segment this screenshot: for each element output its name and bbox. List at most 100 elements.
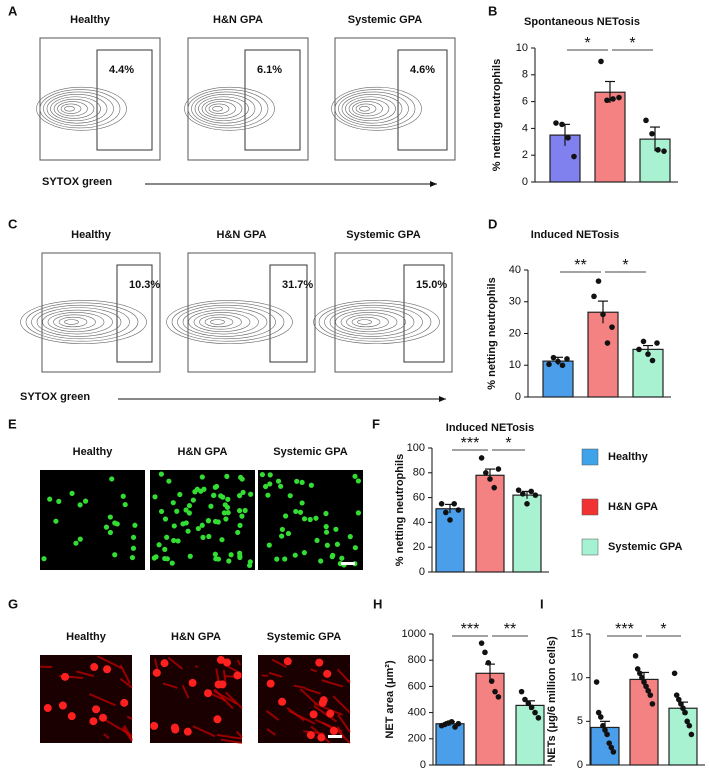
cell [301,550,307,556]
sample-title: H&N GPA [171,631,221,643]
net-fiber [265,710,280,721]
net-fiber [162,682,178,689]
y-tick-label: 10 [571,672,583,684]
contour [346,314,389,330]
contour [355,103,377,114]
cell [355,478,362,484]
contour [318,302,432,342]
y-tick-label: 10 [509,359,521,371]
significance-label: * [622,257,628,274]
gate-percent: 6.1% [257,64,282,76]
data-point [483,470,489,476]
data-point [451,501,458,507]
bar [629,678,659,766]
cell [200,534,206,540]
cell [171,537,177,544]
contour [31,304,130,340]
data-point [598,58,604,65]
cell [279,533,285,539]
cell [299,500,305,506]
cell [283,657,292,666]
cell [306,731,315,740]
cell [166,478,172,484]
data-point [610,96,616,102]
cell [235,529,241,536]
net-fiber [332,695,351,714]
cell [99,713,108,722]
gate [269,264,308,363]
contour [191,91,262,126]
net-fiber [336,726,345,739]
gate-percent: 4.6% [410,64,435,76]
y-tick-label: 30 [509,296,521,308]
contour [208,103,230,114]
cell [236,508,243,514]
contour [58,316,88,328]
contour [313,300,440,344]
data-point [647,692,654,698]
data-point [532,492,539,498]
cell [238,474,244,481]
data-point [604,97,610,104]
bar [542,360,574,398]
sample-title: Systemic GPA [348,14,422,26]
bar [594,91,626,183]
cell [266,679,275,688]
scale-bar [328,735,342,738]
net-fiber [315,718,343,733]
net-fiber [313,705,338,723]
contour [324,304,423,340]
plot-frame [334,252,453,373]
contour [199,314,242,330]
data-point [598,714,604,720]
cell [330,552,336,558]
contour [47,312,105,332]
cell [299,479,305,486]
cell [211,492,217,498]
cell [313,515,319,521]
cell [150,721,159,730]
cell [120,493,126,499]
data-point [485,660,492,666]
net-fiber [236,659,242,666]
legend-label: H&N GPA [608,501,658,513]
data-point [522,696,528,703]
contour [42,309,113,335]
cell [132,522,138,528]
data-point [550,354,557,361]
contour [201,98,243,119]
cell [218,493,224,499]
data-point [478,455,485,461]
cell [129,554,136,561]
cell [77,536,83,542]
data-point [518,688,525,695]
data-point [491,484,498,491]
contour [187,89,269,129]
cell [233,671,242,680]
panel-letter: C [8,216,18,231]
data-point [571,153,577,160]
plot-frame [334,37,456,161]
data-point [559,121,565,128]
y-tick-label: 20 [413,541,425,553]
cell [216,655,225,664]
contour [166,300,293,344]
cell [92,705,101,714]
contour [338,91,409,126]
contour [352,101,383,117]
cell [237,554,243,561]
data-point [609,324,615,330]
cell [237,550,243,556]
y-tick-label: 100 [407,442,425,454]
cell [152,494,158,500]
data-point [565,134,571,141]
y-tick-label: 4 [522,122,528,134]
cell [318,558,324,564]
bar [515,704,545,766]
y-axis-label: % netting neutrophils [486,277,498,389]
y-tick-label: 15 [571,628,583,640]
cell [278,697,287,706]
y-tick-label: 400 [408,707,426,719]
y-tick-label: 200 [408,733,426,745]
cell [314,537,320,544]
